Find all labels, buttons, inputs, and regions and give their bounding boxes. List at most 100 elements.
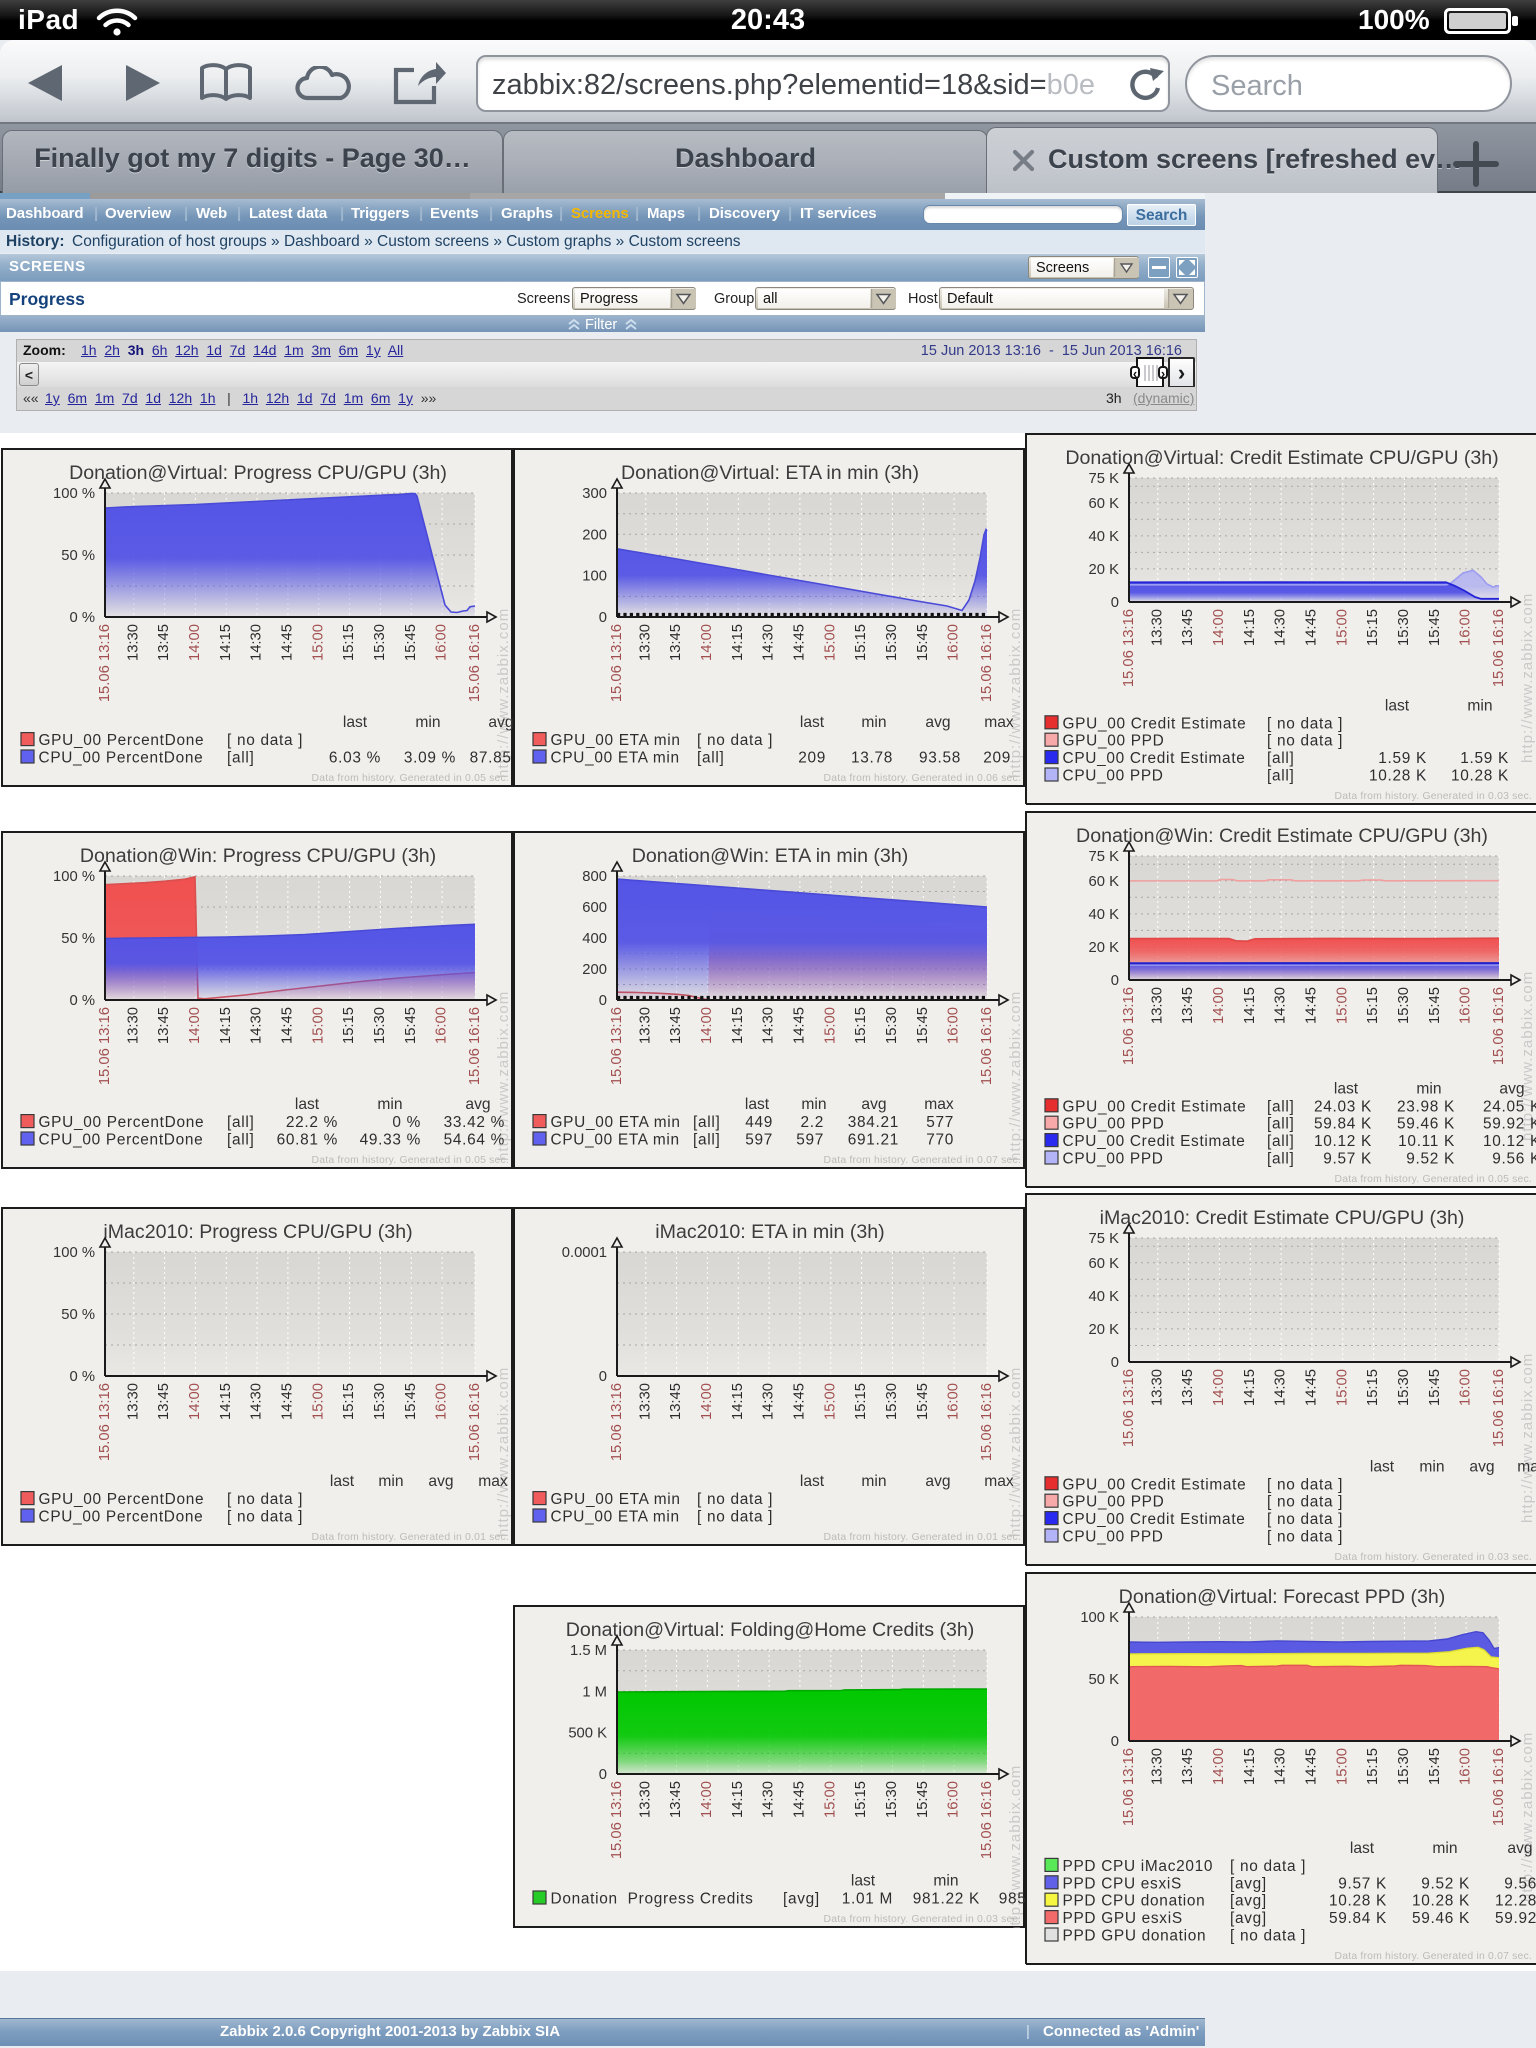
svg-text:CPU_00 ETA min: CPU_00 ETA min bbox=[551, 1132, 680, 1149]
svg-text:14:15: 14:15 bbox=[1242, 987, 1258, 1024]
svg-text:981.22 K: 981.22 K bbox=[913, 1891, 980, 1908]
svg-text:last: last bbox=[800, 1473, 825, 1490]
svg-text:[avg]: [avg] bbox=[783, 1891, 820, 1908]
svg-text:GPU_00 ETA min: GPU_00 ETA min bbox=[551, 1491, 681, 1508]
svg-text:16:00: 16:00 bbox=[1458, 987, 1474, 1024]
svg-text:10.28 K: 10.28 K bbox=[1329, 1893, 1387, 1910]
svg-text:15:45: 15:45 bbox=[915, 624, 931, 661]
svg-text:15.06 13:16: 15.06 13:16 bbox=[1121, 1369, 1137, 1447]
svg-text:15:00: 15:00 bbox=[1334, 609, 1350, 646]
svg-text:http://www.zabbix.com: http://www.zabbix.com bbox=[1519, 971, 1536, 1141]
svg-text:http://www.zabbix.com: http://www.zabbix.com bbox=[495, 991, 512, 1161]
svg-text:0 %: 0 % bbox=[392, 1114, 421, 1131]
svg-text:600: 600 bbox=[582, 900, 607, 916]
svg-text:10.28 K: 10.28 K bbox=[1451, 768, 1509, 785]
svg-text:13:45: 13:45 bbox=[668, 1781, 684, 1818]
svg-text:20 K: 20 K bbox=[1089, 1322, 1120, 1338]
svg-text:9.57 K: 9.57 K bbox=[1323, 1151, 1372, 1168]
svg-text:15.06 13:16: 15.06 13:16 bbox=[1121, 987, 1137, 1065]
svg-text:last: last bbox=[1334, 1080, 1359, 1097]
svg-text:770: 770 bbox=[926, 1132, 954, 1149]
svg-text:14:00: 14:00 bbox=[699, 1383, 715, 1420]
svg-text:59.92 K: 59.92 K bbox=[1483, 1116, 1536, 1133]
svg-text:13:45: 13:45 bbox=[668, 1383, 684, 1420]
svg-text:40 K: 40 K bbox=[1089, 1289, 1120, 1305]
svg-text:14:15: 14:15 bbox=[730, 624, 746, 661]
svg-text:GPU_00 PPD: GPU_00 PPD bbox=[1063, 1494, 1165, 1511]
svg-text:[ no data ]: [ no data ] bbox=[1267, 733, 1343, 750]
svg-text:15:30: 15:30 bbox=[372, 1383, 388, 1420]
svg-text:0: 0 bbox=[599, 610, 607, 626]
svg-text:13:45: 13:45 bbox=[1180, 609, 1196, 646]
svg-text:Data from history. Generated i: Data from history. Generated in 0.03 sec… bbox=[1335, 1552, 1532, 1563]
svg-text:14:00: 14:00 bbox=[1211, 1748, 1227, 1785]
svg-text:avg: avg bbox=[1469, 1458, 1494, 1475]
svg-text:iMac2010: Credit Estimate CPU/: iMac2010: Credit Estimate CPU/GPU (3h) bbox=[1100, 1207, 1465, 1229]
svg-text:15.06 13:16: 15.06 13:16 bbox=[609, 1781, 625, 1859]
svg-text:15:45: 15:45 bbox=[1427, 987, 1443, 1024]
svg-text:[all]: [all] bbox=[697, 750, 724, 767]
svg-text:13:30: 13:30 bbox=[1149, 1369, 1165, 1406]
svg-text:50 %: 50 % bbox=[61, 548, 95, 564]
svg-text:15:00: 15:00 bbox=[1334, 1369, 1350, 1406]
svg-text:15:45: 15:45 bbox=[915, 1383, 931, 1420]
svg-text:Data from history. Generated i: Data from history. Generated in 0.05 sec… bbox=[312, 773, 509, 784]
svg-text:[all]: [all] bbox=[1267, 750, 1294, 767]
svg-text:15:30: 15:30 bbox=[372, 1007, 388, 1044]
svg-text:0: 0 bbox=[1111, 595, 1119, 611]
svg-text:[all]: [all] bbox=[1267, 1151, 1294, 1168]
svg-text:http://www.zabbix.com: http://www.zabbix.com bbox=[1007, 991, 1024, 1161]
svg-text:15.06 13:16: 15.06 13:16 bbox=[97, 624, 113, 702]
svg-text:avg: avg bbox=[1507, 1840, 1532, 1857]
svg-text:60 K: 60 K bbox=[1089, 496, 1120, 512]
svg-text:CPU_00 ETA min: CPU_00 ETA min bbox=[551, 1509, 680, 1526]
svg-text:16:00: 16:00 bbox=[434, 1007, 450, 1044]
svg-text:15:30: 15:30 bbox=[1396, 609, 1412, 646]
svg-text:avg: avg bbox=[465, 1096, 490, 1113]
svg-text:last: last bbox=[1385, 697, 1410, 714]
svg-text:14:15: 14:15 bbox=[730, 1383, 746, 1420]
svg-text:9.56 K: 9.56 K bbox=[1492, 1151, 1536, 1168]
svg-text:16:00: 16:00 bbox=[1458, 1369, 1474, 1406]
svg-text:min: min bbox=[801, 1096, 826, 1113]
svg-text:Donation@Virtual: ETA in min (: Donation@Virtual: ETA in min (3h) bbox=[621, 462, 919, 484]
svg-text:Data from history. Generated i: Data from history. Generated in 0.05 sec… bbox=[1335, 1174, 1532, 1185]
svg-text:15.06 16:16: 15.06 16:16 bbox=[1491, 609, 1507, 687]
svg-text:500 K: 500 K bbox=[568, 1726, 607, 1742]
svg-text:15.06 16:16: 15.06 16:16 bbox=[979, 1383, 995, 1461]
svg-text:100 %: 100 % bbox=[53, 869, 95, 885]
svg-text:avg: avg bbox=[1499, 1080, 1524, 1097]
svg-text:min: min bbox=[377, 1096, 402, 1113]
svg-text:1.59 K: 1.59 K bbox=[1378, 750, 1427, 767]
svg-text:15.06 13:16: 15.06 13:16 bbox=[609, 1007, 625, 1085]
svg-text:min: min bbox=[1467, 697, 1492, 714]
svg-text:GPU_00 PPD: GPU_00 PPD bbox=[1063, 1116, 1165, 1133]
svg-text:CPU_00 PercentDone: CPU_00 PercentDone bbox=[39, 1132, 204, 1149]
svg-text:13.78: 13.78 bbox=[851, 750, 893, 767]
svg-text:15:15: 15:15 bbox=[853, 1007, 869, 1044]
svg-text:15:00: 15:00 bbox=[1334, 1748, 1350, 1785]
svg-text:15:30: 15:30 bbox=[372, 624, 388, 661]
svg-text:15:45: 15:45 bbox=[1427, 609, 1443, 646]
svg-text:24.03 K: 24.03 K bbox=[1314, 1098, 1372, 1115]
svg-text:40 K: 40 K bbox=[1089, 529, 1120, 545]
svg-text:400: 400 bbox=[582, 931, 607, 947]
svg-text:15:30: 15:30 bbox=[884, 1383, 900, 1420]
svg-text:15.06 16:16: 15.06 16:16 bbox=[467, 624, 483, 702]
svg-text:15:00: 15:00 bbox=[822, 624, 838, 661]
svg-text:13:30: 13:30 bbox=[125, 624, 141, 661]
svg-text:13:30: 13:30 bbox=[637, 1781, 653, 1818]
svg-text:min: min bbox=[378, 1473, 403, 1490]
svg-text:22.2 %: 22.2 % bbox=[286, 1114, 338, 1131]
svg-text:max: max bbox=[984, 1473, 1014, 1490]
svg-text:max: max bbox=[1517, 1458, 1536, 1475]
svg-text:http://www.zabbix.com: http://www.zabbix.com bbox=[1519, 1732, 1536, 1902]
svg-text:http://www.zabbix.com: http://www.zabbix.com bbox=[495, 1367, 512, 1537]
svg-text:14:15: 14:15 bbox=[730, 1007, 746, 1044]
svg-text:[ no data ]: [ no data ] bbox=[697, 1509, 773, 1526]
svg-text:[ no data ]: [ no data ] bbox=[227, 1509, 303, 1526]
svg-text:avg: avg bbox=[925, 1473, 950, 1490]
svg-text:14:00: 14:00 bbox=[187, 1383, 203, 1420]
svg-text:15:30: 15:30 bbox=[884, 624, 900, 661]
svg-text:14:30: 14:30 bbox=[1273, 1369, 1289, 1406]
